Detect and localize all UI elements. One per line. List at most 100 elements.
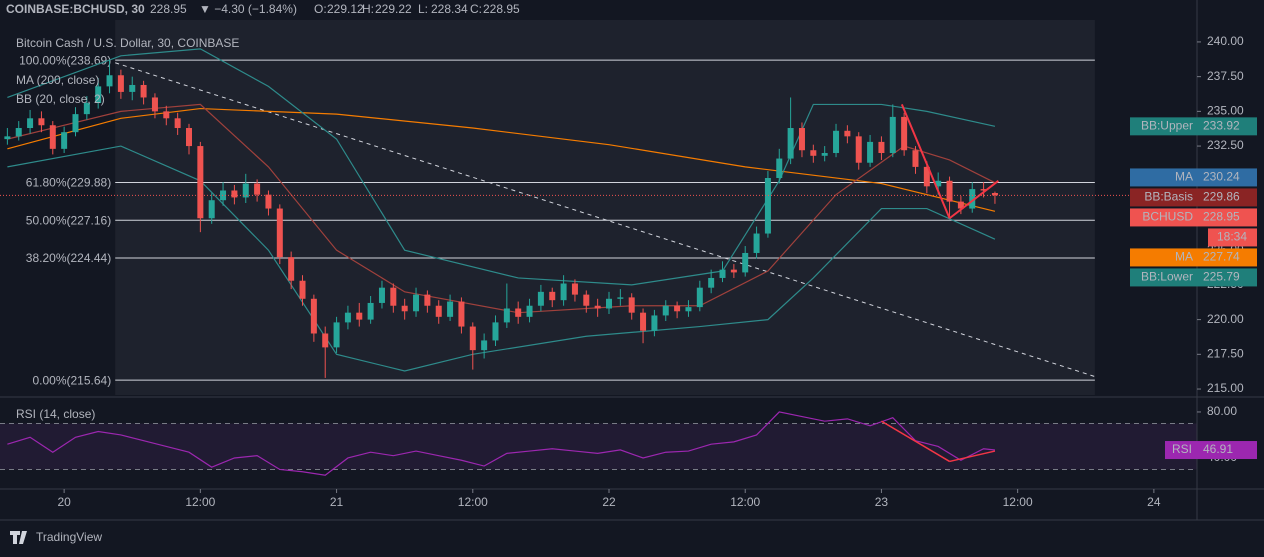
candle-body bbox=[299, 280, 306, 299]
candle-body bbox=[4, 136, 11, 140]
candle-body bbox=[821, 153, 828, 156]
candle-body bbox=[163, 111, 170, 119]
price-tag-name: BB:Upper bbox=[1141, 119, 1193, 133]
fib-label: 38.20%(224.44) bbox=[26, 251, 111, 265]
candle-body bbox=[242, 183, 249, 198]
candle-body bbox=[776, 158, 783, 178]
candle-body bbox=[640, 312, 647, 331]
chart-title: Bitcoin Cash / U.S. Dollar, 30, COINBASE bbox=[16, 36, 239, 50]
candle-body bbox=[186, 128, 192, 147]
y-tick-label: 217.50 bbox=[1207, 346, 1244, 360]
price-tag-name: BB:Lower bbox=[1141, 270, 1193, 284]
x-tick-label: 12:00 bbox=[730, 495, 760, 509]
rsi-trendline bbox=[949, 450, 996, 463]
candle-body bbox=[435, 305, 442, 317]
y-tick-label: 237.50 bbox=[1207, 69, 1244, 83]
candle-body bbox=[537, 291, 544, 306]
candle-body bbox=[503, 308, 510, 323]
rsi-trendline bbox=[881, 420, 950, 463]
candle-body bbox=[764, 177, 771, 234]
symbol: COINBASE:BCHUSD, 30 bbox=[6, 2, 145, 16]
candle-body bbox=[231, 190, 238, 198]
candle-body bbox=[401, 305, 408, 312]
candle-body bbox=[49, 125, 56, 149]
candle-body bbox=[413, 294, 420, 312]
candle-body bbox=[220, 190, 227, 201]
candle-body bbox=[844, 130, 851, 137]
candle-body bbox=[833, 130, 840, 154]
rsi-tag-name: RSI bbox=[1172, 442, 1192, 456]
candle-body bbox=[333, 322, 340, 348]
rsi-tag bbox=[1165, 441, 1257, 460]
candle-body bbox=[651, 315, 658, 331]
ohlc-label: O: bbox=[314, 2, 327, 16]
price-tag bbox=[1130, 168, 1257, 187]
rsi-tick-label: 80.00 bbox=[1207, 404, 1237, 418]
x-tick-label: 21 bbox=[330, 495, 344, 509]
countdown-tag bbox=[1208, 228, 1257, 247]
candle-body bbox=[662, 305, 669, 316]
price-tag-name: MA bbox=[1175, 250, 1193, 264]
candle-body bbox=[515, 308, 522, 317]
candle-body bbox=[855, 136, 862, 163]
candle-body bbox=[674, 305, 681, 312]
candle-body bbox=[787, 128, 794, 159]
candle-body bbox=[276, 208, 283, 258]
candle-body bbox=[310, 298, 317, 334]
candle-body bbox=[719, 269, 726, 278]
price-tag-value: 229.86 bbox=[1203, 190, 1240, 204]
ohlc-value: 229.12 bbox=[327, 2, 364, 16]
legend-entry: BB (20, close, 2) bbox=[16, 92, 105, 106]
candle-body bbox=[356, 312, 363, 320]
candle-body bbox=[72, 114, 79, 133]
x-tick-label: 12:00 bbox=[458, 495, 488, 509]
candle-body bbox=[628, 297, 635, 313]
candle-body bbox=[458, 301, 465, 327]
drawn-trendline bbox=[900, 104, 951, 219]
price-tag-value: 228.95 bbox=[1203, 210, 1240, 224]
candle-body bbox=[912, 150, 919, 167]
candle-body bbox=[322, 333, 329, 348]
candle-body bbox=[594, 305, 601, 309]
y-tick-label: 232.50 bbox=[1207, 138, 1244, 152]
last-price: 228.95 bbox=[150, 2, 187, 16]
candle-body bbox=[129, 84, 136, 92]
rsi-band bbox=[0, 423, 1197, 470]
candle-body bbox=[447, 301, 454, 317]
ohlc-value: 229.22 bbox=[375, 2, 412, 16]
brand: TradingView bbox=[36, 530, 102, 544]
candle-body bbox=[583, 294, 590, 306]
change: ▼ −4.30 (−1.84%) bbox=[199, 2, 297, 16]
drawn-trendline bbox=[948, 179, 999, 220]
candle-body bbox=[378, 287, 385, 303]
candle-body bbox=[288, 257, 295, 281]
y-tick-label: 235.00 bbox=[1207, 104, 1244, 118]
candle-body bbox=[753, 233, 760, 253]
candle-body bbox=[696, 287, 703, 308]
candle-body bbox=[197, 146, 204, 219]
candle-body bbox=[140, 84, 147, 98]
price-tag bbox=[1130, 208, 1257, 227]
candle-body bbox=[174, 118, 181, 129]
candle-body bbox=[83, 103, 90, 115]
ohlc-value: 228.34 bbox=[431, 2, 468, 16]
fib-label: 100.00%(238.69) bbox=[19, 53, 111, 67]
brand-logo bbox=[10, 531, 27, 544]
fib-label: 0.00%(215.64) bbox=[32, 373, 111, 387]
candle-body bbox=[798, 128, 805, 151]
candle-body bbox=[935, 180, 942, 187]
candle-body bbox=[560, 283, 567, 301]
price-tag-name: BCHUSD bbox=[1142, 210, 1193, 224]
price-tag-value: 230.24 bbox=[1203, 170, 1240, 184]
candle-body bbox=[15, 128, 22, 137]
price-tag-value: 225.79 bbox=[1203, 270, 1240, 284]
price-tag-value: 233.92 bbox=[1203, 119, 1240, 133]
rsi-tag-value: 46.91 bbox=[1203, 442, 1233, 456]
candle-body bbox=[549, 291, 556, 301]
candle-body bbox=[61, 132, 68, 149]
ohlc-value: 228.95 bbox=[483, 2, 520, 16]
rsi-line bbox=[7, 411, 996, 476]
candle-body bbox=[106, 75, 113, 87]
x-tick-label: 12:00 bbox=[185, 495, 215, 509]
